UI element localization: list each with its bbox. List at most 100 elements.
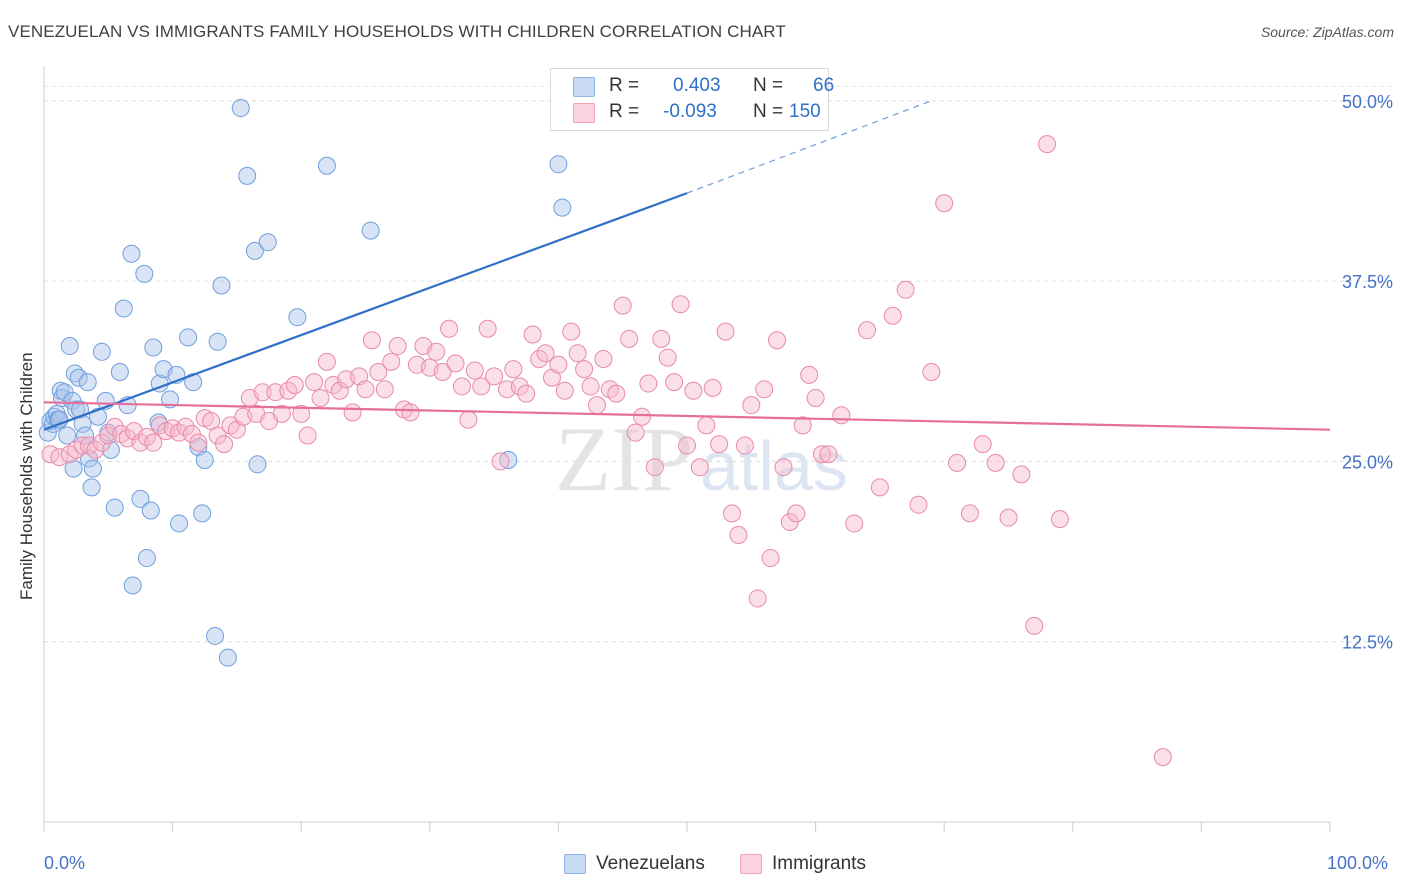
data-point	[620, 329, 639, 348]
data-point	[948, 453, 967, 472]
data-point	[735, 436, 754, 455]
data-point	[433, 363, 452, 381]
bottom-legend-label: Immigrants	[772, 853, 866, 874]
data-point	[238, 166, 257, 185]
data-point	[83, 459, 102, 478]
bottom-legend-label: Venezuelans	[596, 853, 705, 874]
data-point	[122, 244, 141, 263]
watermark-atlas: atlas	[700, 427, 848, 505]
data-point	[858, 321, 877, 340]
data-point	[330, 381, 349, 400]
watermark-zip: ZIP	[555, 408, 693, 510]
data-point	[184, 373, 203, 392]
data-point	[343, 403, 362, 422]
data-point	[369, 363, 388, 381]
data-point	[510, 377, 529, 396]
legend-r-value: 0.403	[673, 75, 721, 96]
data-point	[845, 514, 864, 533]
data-point	[536, 344, 555, 363]
data-point	[248, 455, 267, 474]
data-point	[517, 384, 536, 403]
data-point	[212, 276, 231, 295]
data-point	[555, 381, 574, 400]
data-point	[478, 319, 497, 338]
data-point	[703, 378, 722, 397]
data-point	[568, 344, 587, 363]
data-point	[356, 380, 375, 399]
data-point	[575, 360, 594, 379]
data-point	[131, 489, 150, 508]
data-point	[206, 626, 225, 645]
data-point	[317, 156, 336, 175]
data-point	[105, 498, 124, 517]
bottom-legend-swatch-venezuelans	[564, 854, 586, 874]
data-point	[729, 525, 748, 544]
data-point	[1025, 616, 1044, 635]
data-point	[362, 331, 381, 350]
data-point	[285, 375, 304, 394]
data-point	[141, 501, 160, 520]
data-point	[742, 396, 761, 415]
data-point	[562, 322, 581, 341]
data-point	[114, 299, 133, 318]
legend-n-value: 150	[789, 101, 821, 122]
data-point	[499, 450, 518, 469]
data-point	[189, 433, 208, 452]
x-tick-label-max: 100.0%	[1327, 853, 1389, 873]
data-point	[896, 280, 915, 299]
data-point	[38, 423, 57, 442]
data-point	[144, 338, 163, 357]
data-point	[909, 495, 928, 514]
data-point	[587, 396, 606, 415]
data-point	[64, 459, 83, 478]
data-point	[690, 458, 709, 477]
data-point	[549, 355, 568, 374]
data-point	[774, 458, 793, 477]
y-tick-label: 50.0%	[1342, 92, 1393, 112]
data-point	[361, 221, 380, 240]
data-point	[986, 453, 1005, 472]
data-point	[658, 348, 677, 367]
watermark: ZIP atlas	[555, 408, 848, 510]
data-point	[793, 416, 812, 435]
data-point	[144, 433, 163, 452]
data-point	[870, 478, 889, 497]
data-point	[101, 440, 120, 459]
immigrants-points	[41, 135, 1172, 767]
data-point	[639, 374, 658, 393]
data-point	[684, 381, 703, 400]
data-point	[176, 417, 195, 436]
legend-n-label: N =	[753, 101, 784, 122]
data-point	[697, 416, 716, 435]
data-point	[298, 426, 317, 445]
data-point	[317, 352, 336, 371]
data-point	[388, 337, 407, 356]
data-point	[632, 407, 651, 426]
y-tick-label: 37.5%	[1342, 272, 1393, 292]
data-point	[86, 440, 105, 459]
data-point	[110, 363, 129, 381]
data-point	[208, 332, 227, 351]
data-point	[135, 264, 154, 283]
data-point	[960, 504, 979, 523]
venezuelans-points	[38, 99, 572, 667]
stats-legend: R = 0.403 N = 66 R = -0.093 N = 150	[550, 68, 834, 131]
data-point	[161, 390, 180, 409]
data-point	[645, 458, 664, 477]
data-point	[427, 342, 446, 361]
data-point	[1153, 748, 1172, 767]
data-point	[485, 367, 504, 386]
data-point	[652, 329, 671, 348]
data-point	[105, 417, 124, 436]
y-tick-label: 12.5%	[1342, 633, 1393, 653]
legend-r-label: R =	[609, 101, 640, 122]
data-point	[452, 377, 471, 396]
data-point	[553, 198, 572, 217]
data-point	[1012, 465, 1031, 484]
bottom-legend-swatch-immigrants	[740, 854, 762, 874]
data-point	[170, 514, 189, 533]
legend-n-label: N =	[753, 75, 784, 96]
data-point	[82, 478, 101, 497]
data-point	[973, 435, 992, 454]
